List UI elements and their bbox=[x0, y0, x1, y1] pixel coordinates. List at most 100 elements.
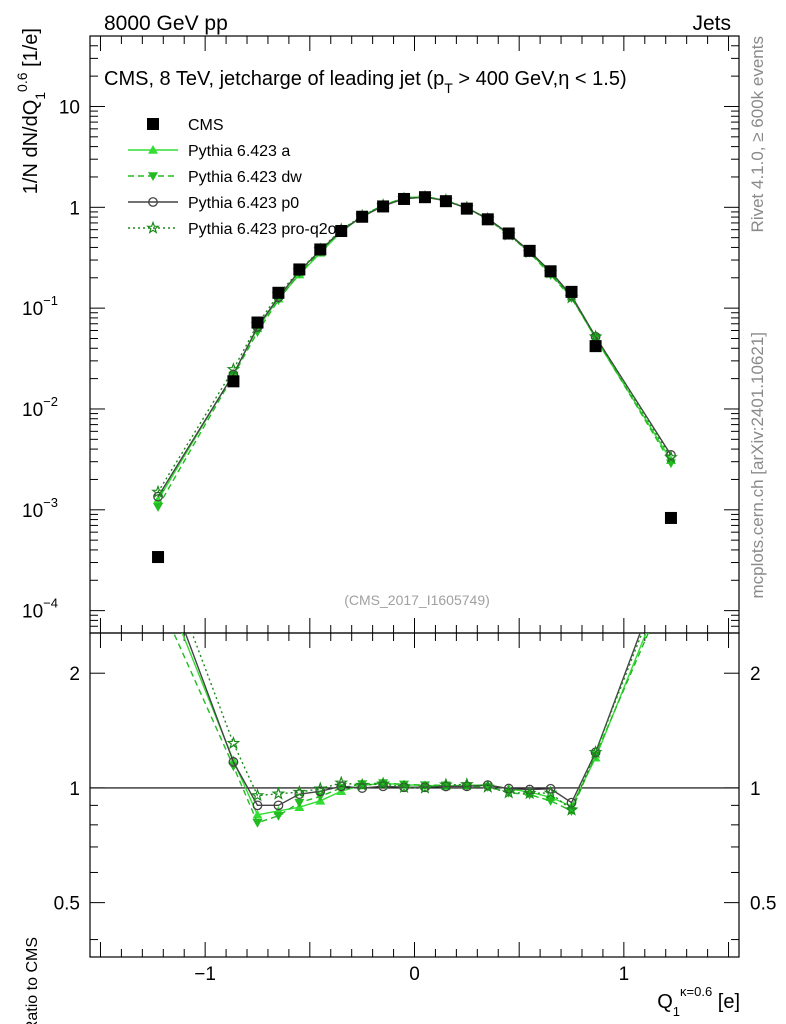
point-pro bbox=[334, 775, 349, 789]
point-pro bbox=[250, 788, 265, 802]
main-y-tick-label: 10−3 bbox=[22, 495, 58, 522]
point-data bbox=[589, 340, 602, 353]
point-dw bbox=[666, 577, 676, 586]
point-dw bbox=[153, 503, 164, 512]
point-data bbox=[356, 210, 369, 223]
xlabel-a: Q bbox=[657, 991, 673, 1013]
point-a bbox=[666, 566, 676, 575]
ratio-ylabel: Ratio to CMS bbox=[24, 937, 41, 1024]
point-pro bbox=[313, 781, 328, 795]
ratio-y-tick-label-left: 2 bbox=[69, 664, 80, 685]
main-title-sub: T bbox=[444, 80, 453, 96]
point-pro bbox=[459, 777, 474, 791]
point-data bbox=[502, 227, 515, 240]
point-pro bbox=[226, 735, 241, 750]
main-y-tick-base: 10 bbox=[22, 400, 43, 421]
main-title-pre: CMS, 8 TeV, jetcharge of leading jet (p bbox=[104, 68, 444, 90]
mcplots-label: mcplots.cern.ch [arXiv:2401.10621] bbox=[748, 332, 767, 598]
point-p0 bbox=[441, 781, 451, 792]
point-pro bbox=[666, 553, 676, 563]
rivet-label: Rivet 4.1.0, ≥ 600k events bbox=[748, 36, 767, 232]
main-ylabel-b: [1/e] bbox=[20, 28, 42, 72]
point-p0 bbox=[273, 800, 284, 811]
point-data bbox=[227, 375, 240, 388]
point-pro bbox=[543, 785, 558, 799]
main-y-tick-base: 10 bbox=[22, 602, 43, 623]
point-pro bbox=[292, 784, 307, 798]
point-pro bbox=[226, 362, 241, 376]
point-p0 bbox=[566, 797, 577, 808]
main-y-tick-base: 10 bbox=[22, 299, 43, 320]
main-y-tick-exponent: −1 bbox=[43, 293, 58, 308]
point-pro bbox=[397, 779, 411, 794]
main-ylabel: 1/N dN/dQ10.6 [1/e] bbox=[14, 28, 48, 194]
point-pro bbox=[588, 329, 603, 343]
point-data bbox=[377, 200, 390, 213]
point-dw bbox=[153, 594, 163, 603]
main-y-tick-exponent: −2 bbox=[43, 394, 58, 409]
point-p0 bbox=[545, 783, 556, 794]
point-data bbox=[152, 551, 165, 564]
point-p0 bbox=[667, 546, 676, 555]
main-y-tick-base: 10 bbox=[59, 97, 80, 118]
xlabel-sub: 1 bbox=[673, 1004, 680, 1019]
legend: CMS Pythia 6.423 a Pythia 6.423 dw Pythia 6… bbox=[128, 117, 337, 238]
main-y-tick-base: 1 bbox=[69, 198, 80, 219]
series-dw bbox=[153, 192, 676, 512]
point-data bbox=[314, 243, 327, 256]
x-tick-label: 0 bbox=[409, 964, 420, 985]
main-ylabel-a: 1/N dN/dQ bbox=[20, 100, 42, 194]
main-series bbox=[151, 189, 678, 564]
point-data bbox=[523, 244, 536, 257]
series-line-pro bbox=[191, 633, 643, 811]
point-dw bbox=[545, 797, 556, 806]
point-data bbox=[481, 213, 494, 226]
point-data bbox=[565, 285, 578, 298]
point-p0 bbox=[461, 781, 472, 792]
point-dw bbox=[252, 819, 263, 828]
point-data bbox=[272, 286, 285, 299]
point-data bbox=[544, 265, 557, 278]
point-pro bbox=[418, 780, 432, 794]
point-p0 bbox=[252, 800, 263, 811]
point-data bbox=[418, 191, 431, 204]
legend-item-p0: Pythia 6.423 p0 bbox=[128, 195, 299, 212]
legend-item-data: CMS bbox=[147, 117, 224, 134]
main-y-tick-label: 10−4 bbox=[22, 596, 58, 623]
xlabel-b: [e] bbox=[712, 991, 740, 1013]
point-pro bbox=[564, 802, 579, 816]
series-pro bbox=[191, 553, 676, 816]
point-p0 bbox=[378, 781, 388, 792]
point-pro bbox=[271, 786, 286, 800]
ratio-panel-frame bbox=[89, 632, 740, 958]
xlabel-sup: κ=0.6 bbox=[680, 984, 712, 999]
point-dw bbox=[590, 333, 601, 343]
x-axis-label: Q1κ=0.6 [e] bbox=[657, 984, 740, 1019]
main-y-tick-label: 10 bbox=[59, 97, 80, 118]
main-title: CMS, 8 TeV, jetcharge of leading jet (pT… bbox=[104, 68, 627, 96]
main-y-tick-exponent: −3 bbox=[43, 495, 58, 510]
point-data bbox=[398, 192, 411, 205]
legend-label-p0: Pythia 6.423 p0 bbox=[188, 195, 299, 212]
point-data bbox=[460, 202, 473, 215]
series-dw bbox=[153, 577, 676, 828]
series-line-dw bbox=[172, 633, 650, 824]
legend-label-pro: Pythia 6.423 pro-q2o bbox=[188, 221, 337, 238]
legend-item-pro: Pythia 6.423 pro-q2o bbox=[128, 220, 337, 238]
main-axis-ticks bbox=[90, 35, 739, 634]
point-p0 bbox=[336, 781, 347, 792]
legend-label-data: CMS bbox=[188, 117, 224, 134]
legend-item-a: Pythia 6.423 a bbox=[128, 143, 290, 160]
point-pro bbox=[438, 777, 453, 791]
legend-marker-data bbox=[147, 118, 159, 130]
point-p0 bbox=[153, 491, 163, 502]
main-title-post: > 400 GeV,η < 1.5) bbox=[453, 68, 627, 90]
header-category: Jets bbox=[692, 12, 731, 35]
legend-marker-pro bbox=[146, 220, 160, 234]
point-pro bbox=[501, 785, 516, 799]
header-process: 8000 GeV pp bbox=[104, 12, 228, 35]
point-a bbox=[252, 809, 263, 819]
ratio-y-tick-label-right: 0.5 bbox=[750, 894, 776, 915]
point-pro bbox=[376, 776, 391, 790]
